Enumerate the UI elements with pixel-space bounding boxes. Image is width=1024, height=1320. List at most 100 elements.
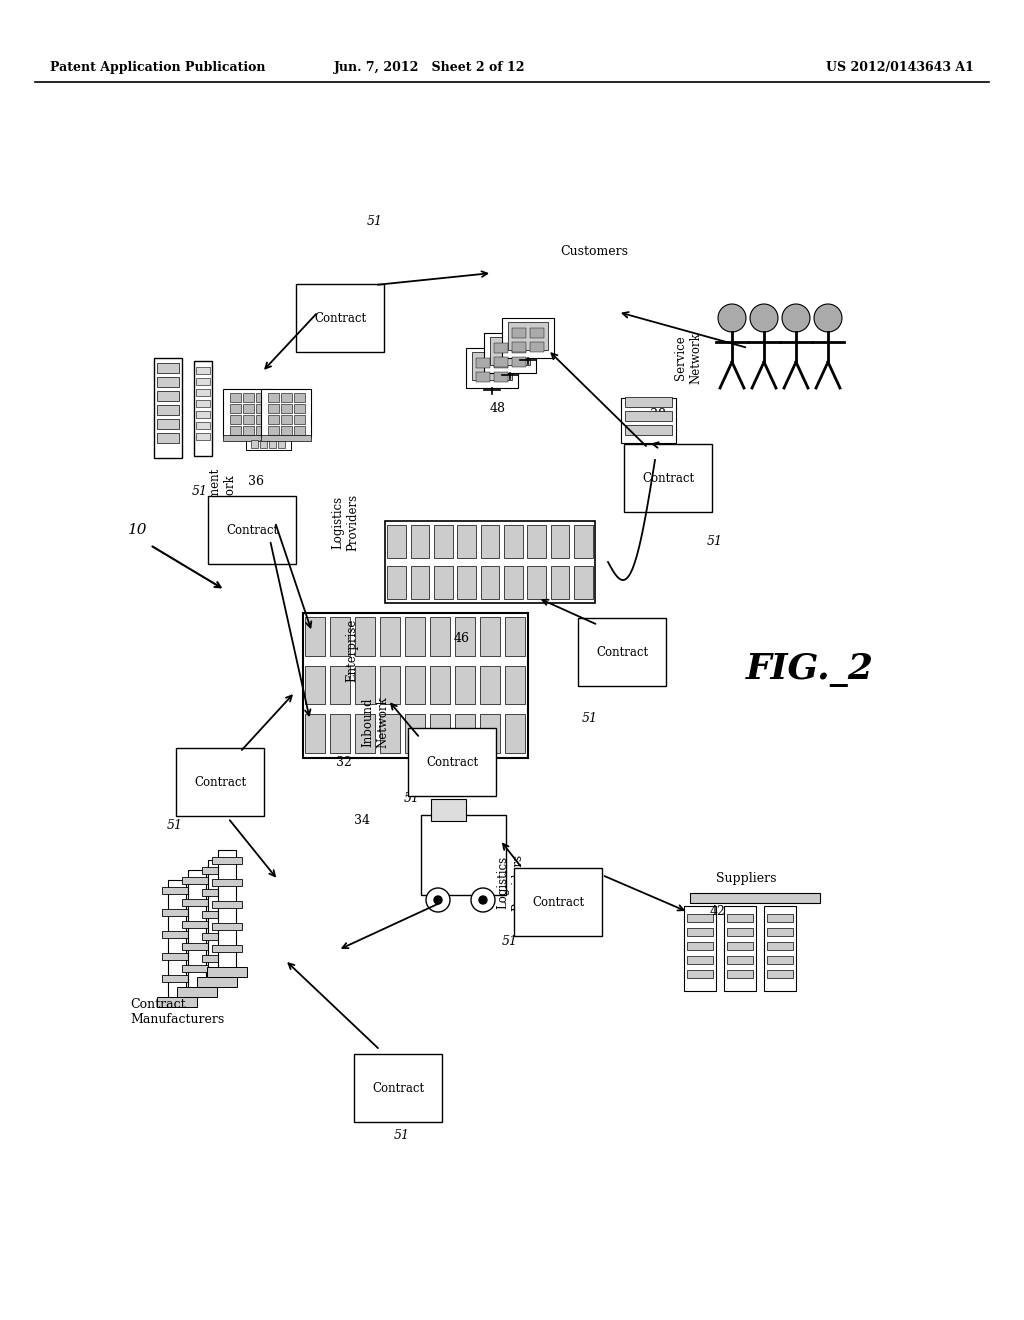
Bar (268, 414, 279, 424)
Bar (157, 363, 179, 374)
Bar (208, 861, 226, 979)
Bar (157, 378, 179, 387)
Bar (305, 714, 325, 752)
Text: Logistics
Providers: Logistics Providers (331, 494, 359, 550)
Bar (512, 343, 526, 352)
Text: 38: 38 (650, 408, 666, 421)
Bar (480, 665, 500, 705)
Bar (527, 566, 546, 599)
Bar (406, 618, 425, 656)
Bar (202, 911, 232, 917)
Text: Service
Network: Service Network (674, 333, 702, 384)
Bar (182, 920, 212, 928)
Bar (458, 525, 476, 558)
Bar (256, 426, 267, 436)
Bar (476, 372, 490, 381)
Bar (430, 618, 450, 656)
Text: Contract: Contract (372, 1081, 424, 1094)
Bar (727, 928, 753, 936)
Bar (530, 342, 544, 352)
Bar (281, 414, 292, 424)
Text: 34: 34 (354, 813, 370, 826)
Bar (330, 618, 350, 656)
Bar (261, 389, 311, 437)
Bar (411, 525, 429, 558)
Circle shape (814, 304, 842, 333)
Text: 51: 51 (394, 1129, 410, 1142)
Bar (230, 414, 241, 424)
Bar (687, 956, 713, 964)
Text: Inbound
Network: Inbound Network (361, 696, 389, 748)
Circle shape (471, 888, 495, 912)
Text: 48: 48 (490, 403, 506, 414)
Bar (764, 906, 796, 990)
Bar (480, 525, 500, 558)
Bar (494, 356, 508, 367)
Text: Logistics
Providers: Logistics Providers (496, 854, 524, 911)
Bar (196, 433, 210, 440)
Bar (455, 618, 475, 656)
Bar (230, 426, 241, 436)
Bar (202, 954, 232, 961)
Bar (194, 360, 212, 455)
Bar (430, 665, 450, 705)
Bar (687, 942, 713, 950)
Text: Contract: Contract (531, 895, 584, 908)
Bar (230, 404, 241, 413)
Bar (530, 327, 544, 338)
Bar (727, 970, 753, 978)
Bar (196, 411, 210, 417)
Text: 51: 51 (167, 818, 183, 832)
Bar (505, 618, 525, 656)
Bar (182, 899, 212, 906)
Bar (305, 618, 325, 656)
Bar (208, 496, 296, 564)
Text: 42: 42 (710, 906, 726, 917)
Bar (196, 378, 210, 384)
Bar (157, 405, 179, 414)
Bar (767, 913, 793, 921)
Bar (727, 956, 753, 964)
Bar (162, 887, 193, 894)
Bar (625, 425, 672, 436)
Bar (455, 665, 475, 705)
Bar (230, 393, 241, 403)
Bar (330, 714, 350, 752)
Bar (268, 440, 275, 447)
Bar (212, 900, 242, 908)
Bar (512, 342, 526, 352)
Bar (687, 913, 713, 921)
Bar (551, 566, 569, 599)
Bar (355, 665, 375, 705)
Bar (268, 393, 279, 403)
Text: Contract
Manufacturers: Contract Manufacturers (130, 998, 224, 1026)
Bar (256, 414, 267, 424)
Bar (202, 932, 232, 940)
Circle shape (718, 304, 746, 333)
Bar (294, 404, 305, 413)
Bar (281, 404, 292, 413)
Text: Jun. 7, 2012   Sheet 2 of 12: Jun. 7, 2012 Sheet 2 of 12 (334, 62, 526, 74)
Bar (406, 665, 425, 705)
Bar (354, 1053, 442, 1122)
Bar (223, 436, 273, 441)
Bar (430, 714, 450, 752)
Text: 51: 51 (707, 535, 723, 548)
Bar (434, 566, 453, 599)
Bar (505, 665, 525, 705)
Bar (684, 906, 716, 990)
Bar (690, 894, 820, 903)
Bar (355, 714, 375, 752)
Bar (207, 968, 247, 977)
Bar (476, 358, 490, 368)
Bar (268, 404, 279, 413)
Bar (212, 923, 242, 929)
Bar (458, 566, 476, 599)
Text: US 2012/0143643 A1: US 2012/0143643 A1 (826, 62, 974, 74)
Bar (157, 997, 197, 1007)
Bar (212, 879, 242, 886)
Bar (196, 388, 210, 396)
Bar (243, 414, 254, 424)
Text: 51: 51 (193, 484, 208, 498)
Bar (480, 566, 500, 599)
